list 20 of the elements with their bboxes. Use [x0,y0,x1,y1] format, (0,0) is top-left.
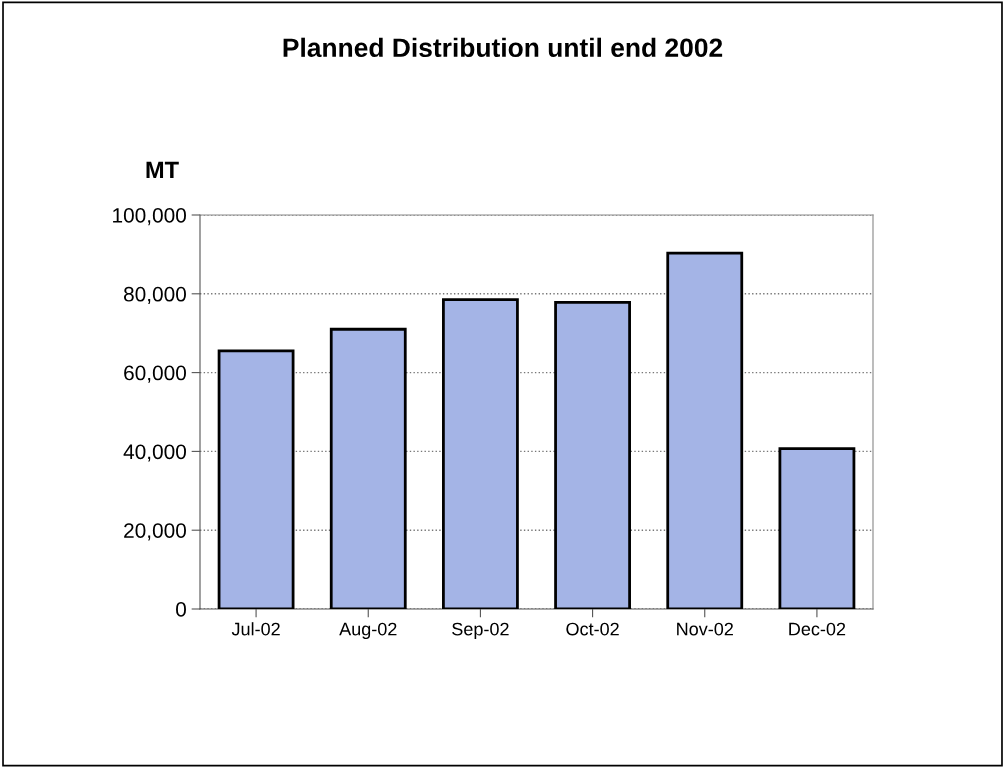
chart-title: Planned Distribution until end 2002 [283,37,723,58]
x-tick-label: Dec-02 [789,622,846,636]
y-tick-label: 80,000 [124,286,186,305]
y-tick-label: 20,000 [124,523,186,541]
y-tick-label: 100,000 [113,208,186,226]
x-tick-label: Oct-02 [566,622,619,636]
x-tick-label: Jul-02 [231,622,280,636]
bar [666,251,744,609]
bar [329,327,407,609]
y-tick-label: 0 [176,602,186,617]
y-axis-title: MT [146,161,179,179]
bar [778,447,856,609]
x-tick-label: Nov-02 [677,622,733,636]
bar [442,298,519,609]
y-tick-label: 40,000 [123,444,186,462]
bar [554,301,631,609]
bar [217,349,295,609]
x-tick-label: Sep-02 [452,622,509,640]
x-tick-label: Aug-02 [339,622,397,640]
y-tick-label: 60,000 [124,365,186,383]
